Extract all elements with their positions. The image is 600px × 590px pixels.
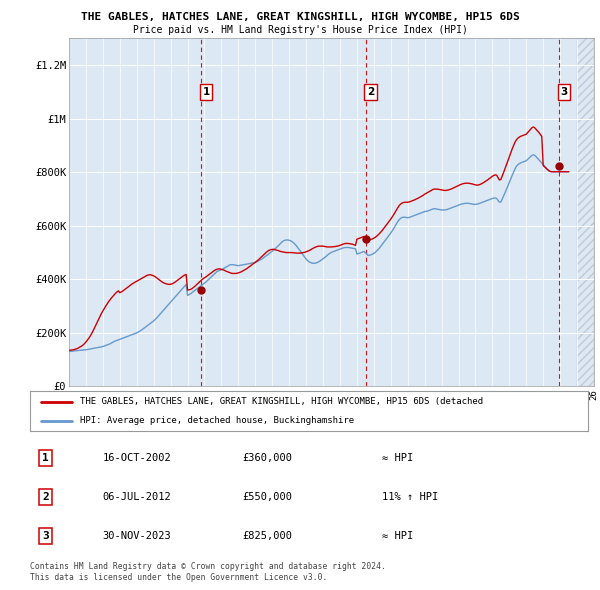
Text: £360,000: £360,000 bbox=[242, 453, 292, 463]
Text: ≈ HPI: ≈ HPI bbox=[382, 453, 413, 463]
Text: 16-OCT-2002: 16-OCT-2002 bbox=[103, 453, 171, 463]
Text: THE GABLES, HATCHES LANE, GREAT KINGSHILL, HIGH WYCOMBE, HP15 6DS (detached: THE GABLES, HATCHES LANE, GREAT KINGSHIL… bbox=[80, 397, 484, 407]
Text: £825,000: £825,000 bbox=[242, 531, 292, 541]
Text: 30-NOV-2023: 30-NOV-2023 bbox=[103, 531, 171, 541]
Text: 2: 2 bbox=[367, 87, 374, 97]
Text: Price paid vs. HM Land Registry's House Price Index (HPI): Price paid vs. HM Land Registry's House … bbox=[133, 25, 467, 35]
Text: THE GABLES, HATCHES LANE, GREAT KINGSHILL, HIGH WYCOMBE, HP15 6DS: THE GABLES, HATCHES LANE, GREAT KINGSHIL… bbox=[80, 12, 520, 22]
Text: 06-JUL-2012: 06-JUL-2012 bbox=[103, 492, 171, 502]
Text: 3: 3 bbox=[560, 87, 568, 97]
Text: ≈ HPI: ≈ HPI bbox=[382, 531, 413, 541]
Text: 1: 1 bbox=[42, 453, 49, 463]
Text: 1: 1 bbox=[202, 87, 209, 97]
Text: £550,000: £550,000 bbox=[242, 492, 292, 502]
Text: 2: 2 bbox=[42, 492, 49, 502]
Text: Contains HM Land Registry data © Crown copyright and database right 2024.: Contains HM Land Registry data © Crown c… bbox=[30, 562, 386, 571]
Text: 3: 3 bbox=[42, 531, 49, 541]
Text: 11% ↑ HPI: 11% ↑ HPI bbox=[382, 492, 438, 502]
Text: This data is licensed under the Open Government Licence v3.0.: This data is licensed under the Open Gov… bbox=[30, 573, 328, 582]
Text: HPI: Average price, detached house, Buckinghamshire: HPI: Average price, detached house, Buck… bbox=[80, 416, 355, 425]
